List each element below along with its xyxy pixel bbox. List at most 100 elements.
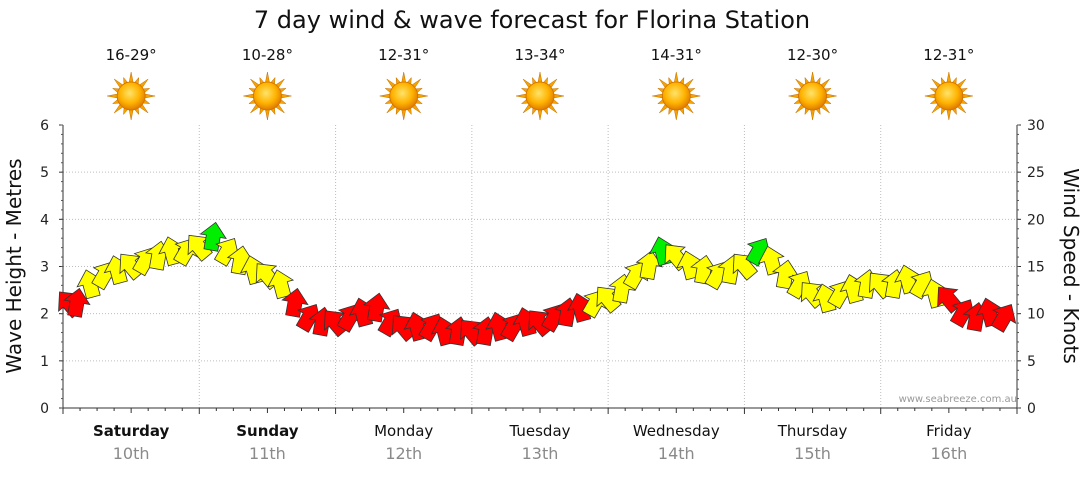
wind-arrow [199, 221, 227, 252]
wind-arrow [567, 292, 594, 323]
sun-ray [128, 109, 134, 121]
sun-ray [401, 71, 406, 83]
wind-arrow [187, 234, 213, 262]
y-right-tick-label: 0 [1027, 401, 1036, 417]
y-left-tick-label: 6 [40, 118, 49, 134]
sun-disc [934, 81, 964, 111]
y-left-tick-label: 0 [40, 401, 49, 417]
sun-icon [515, 71, 565, 121]
sun-icon [243, 71, 292, 121]
day-date-label: 16th [930, 444, 967, 463]
sun-ray [515, 93, 527, 99]
wind-arrow [596, 286, 622, 314]
sun-ray [924, 93, 936, 99]
sun-ray [946, 71, 952, 83]
sun-ray [652, 93, 663, 99]
wind-arrow [281, 287, 309, 318]
axes-layer: 0 1 2 3 4 5 6 0 5 10 15 20 25 30 [40, 118, 1045, 417]
temperature-range-label: 12-31° [923, 46, 974, 64]
chart-title: 7 day wind & wave forecast for Florina S… [254, 6, 810, 34]
temperature-range-label: 12-31° [378, 46, 429, 64]
y-right-tick-label: 30 [1027, 118, 1045, 134]
weather-layer: 16-29° 10-28° 12-31° 13-34° 14-31° 12-30° 12-3… [106, 46, 974, 121]
temperature-range-label: 12-30° [787, 46, 838, 64]
sun-disc [253, 81, 282, 111]
y-right-tick-label: 15 [1027, 260, 1045, 276]
day-name-label: Tuesday [508, 422, 570, 440]
sun-icon [107, 71, 156, 121]
wind-arrow [226, 245, 255, 276]
sun-icon [788, 71, 837, 121]
sun-ray [674, 109, 679, 121]
sun-ray [281, 93, 292, 99]
sun-disc [116, 81, 146, 111]
y-left-tick-label: 3 [40, 260, 49, 276]
y-left-tick-label: 1 [40, 354, 49, 370]
sun-ray [265, 71, 270, 83]
day-date-label: 13th [522, 444, 559, 463]
wind-arrow [63, 287, 91, 318]
sun-disc [525, 81, 555, 111]
day-name-label: Wednesday [633, 422, 720, 440]
grid-layer [63, 125, 1017, 408]
day-name-label: Sunday [236, 422, 299, 440]
day-date-label: 12th [385, 444, 422, 463]
sun-ray [674, 71, 679, 83]
sun-ray [243, 93, 254, 99]
temperature-range-label: 14-31° [651, 46, 702, 64]
watermark: www.seabreeze.com.au [899, 394, 1017, 405]
day-date-label: 15th [794, 444, 831, 463]
temperature-range-label: 13-34° [514, 46, 565, 64]
sun-ray [810, 71, 815, 83]
day-date-label: 14th [658, 444, 695, 463]
sun-ray [788, 93, 799, 99]
temperature-range-label: 10-28° [242, 46, 293, 64]
sun-ray [144, 93, 156, 99]
wind-arrow [990, 304, 1017, 333]
sun-ray [107, 93, 118, 99]
wind-arrow [786, 271, 812, 300]
y-right-tick-label: 25 [1027, 165, 1045, 181]
sun-ray [946, 109, 952, 121]
sun-disc [661, 81, 691, 111]
sun-ray [962, 93, 973, 99]
sun-icon [652, 71, 701, 121]
y-right-tick-label: 20 [1027, 212, 1045, 228]
sun-ray [553, 93, 565, 99]
day-name-label: Monday [374, 422, 433, 440]
day-labels-layer: Saturday 10th Sunday 11th Monday 12th Tuesday 1… [93, 422, 972, 463]
temperature-range-label: 16-29° [106, 46, 157, 64]
day-name-label: Thursday [777, 422, 848, 440]
sun-ray [537, 109, 543, 121]
sun-ray [826, 93, 837, 99]
wind-arrows-layer [58, 221, 1017, 347]
sun-disc [389, 81, 419, 111]
sun-ray [379, 93, 391, 99]
sun-ray [537, 71, 543, 83]
day-date-label: 11th [249, 444, 286, 463]
day-date-label: 10th [113, 444, 150, 463]
sun-disc [798, 81, 827, 111]
y-right-tick-label: 10 [1027, 307, 1045, 323]
sun-ray [128, 71, 134, 83]
sun-icon [924, 71, 973, 121]
day-name-label: Saturday [93, 422, 170, 440]
y-left-tick-label: 2 [40, 307, 49, 323]
y-right-tick-label: 5 [1027, 354, 1036, 370]
y-left-tick-label: 4 [40, 212, 49, 228]
sun-icon [379, 71, 428, 121]
sun-ray [689, 93, 701, 99]
y-axis-right-label: Wind Speed - Knots [1059, 168, 1080, 364]
wind-arrow [267, 269, 295, 300]
wind-arrow [213, 237, 240, 267]
sun-ray [417, 93, 428, 99]
sun-ray [810, 109, 815, 121]
wind-arrow [732, 253, 759, 281]
wind-arrow [812, 283, 840, 314]
sun-ray [401, 109, 406, 121]
sun-ray [265, 109, 270, 121]
day-name-label: Friday [926, 422, 972, 440]
y-axis-left-label: Wave Height - Metres [2, 158, 26, 373]
